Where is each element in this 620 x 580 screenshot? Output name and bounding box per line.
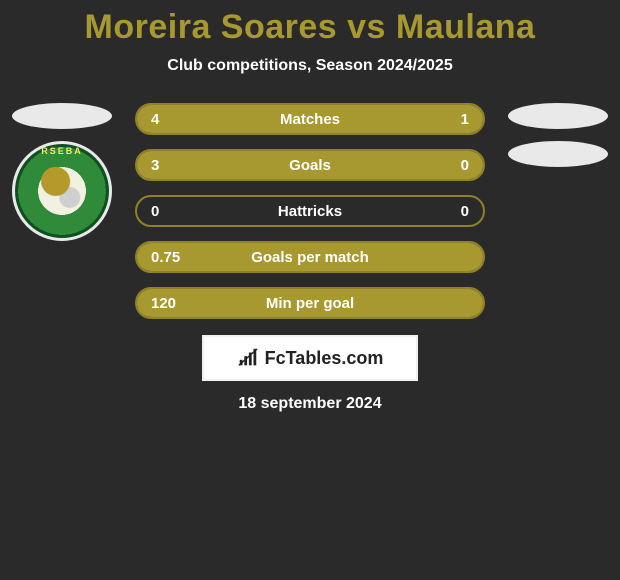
- stat-label: Min per goal: [197, 295, 423, 312]
- page-subtitle: Club competitions, Season 2024/2025: [0, 57, 620, 75]
- stat-row: 4Matches1: [135, 103, 485, 135]
- stat-row: 0Hattricks0: [135, 195, 485, 227]
- stat-row: 3Goals0: [135, 149, 485, 181]
- stat-value-left: 3: [137, 157, 197, 174]
- brand-badge: FcTables.com: [202, 335, 418, 381]
- right-player-column: [503, 103, 613, 167]
- club-logo-left: RSEBA: [12, 141, 112, 241]
- stat-value-left: 4: [137, 111, 197, 128]
- club-logo-placeholder: [508, 141, 608, 167]
- stat-row: 0.75Goals per match: [135, 241, 485, 273]
- player-photo-placeholder: [508, 103, 608, 129]
- stat-label: Goals per match: [197, 249, 423, 266]
- stat-value-right: 1: [423, 111, 483, 128]
- stat-label: Goals: [197, 157, 423, 174]
- left-player-column: RSEBA: [7, 103, 117, 241]
- brand-text: FcTables.com: [265, 348, 384, 369]
- stat-label: Hattricks: [197, 203, 423, 220]
- page-title: Moreira Soares vs Maulana: [0, 8, 620, 47]
- snapshot-date: 18 september 2024: [238, 395, 381, 413]
- stat-value-right: 0: [423, 203, 483, 220]
- stat-label: Matches: [197, 111, 423, 128]
- comparison-panel: RSEBA 4Matches13Goals00Hattricks00.75Goa…: [0, 103, 620, 319]
- stat-value-left: 120: [137, 295, 197, 312]
- stat-row: 120Min per goal: [135, 287, 485, 319]
- player-photo-placeholder: [12, 103, 112, 129]
- club-logo-text: RSEBA: [15, 146, 109, 156]
- stat-value-left: 0.75: [137, 249, 197, 266]
- stat-value-right: 0: [423, 157, 483, 174]
- bar-chart-icon: [237, 347, 259, 369]
- stats-list: 4Matches13Goals00Hattricks00.75Goals per…: [135, 103, 485, 319]
- stat-value-left: 0: [137, 203, 197, 220]
